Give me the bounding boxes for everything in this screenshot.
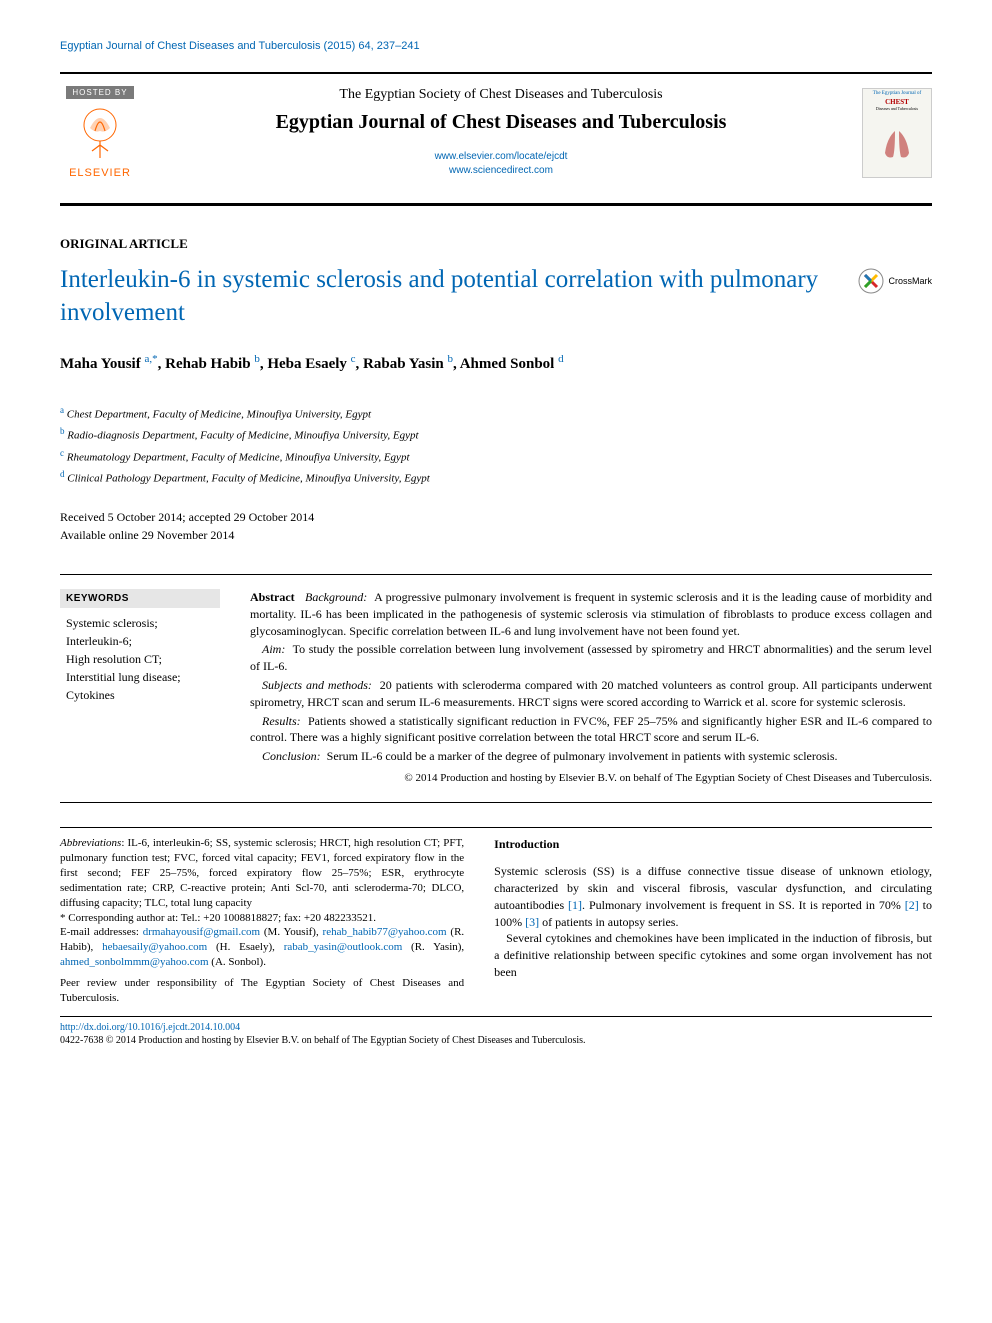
author-1: Rehab Habib xyxy=(165,356,250,372)
author-0-sup: a,* xyxy=(144,353,157,365)
affiliation-a: a Chest Department, Faculty of Medicine,… xyxy=(60,403,932,424)
affiliation-d: d Clinical Pathology Department, Faculty… xyxy=(60,467,932,488)
elsevier-name: ELSEVIER xyxy=(69,167,131,179)
hosted-by-badge: HOSTED BY xyxy=(66,86,133,99)
email-2[interactable]: hebaesaily@yahoo.com xyxy=(102,941,207,953)
author-0: Maha Yousif xyxy=(60,356,141,372)
author-4: Ahmed Sonbol xyxy=(460,356,555,372)
abstract-section: KEYWORDS Systemic sclerosis; Interleukin… xyxy=(60,574,932,803)
cover-lung-icon xyxy=(865,111,929,175)
crossmark-badge[interactable]: CrossMark xyxy=(858,268,932,294)
journal-cover-thumbnail: The Egyptian Journal of CHEST Diseases a… xyxy=(862,88,932,178)
abstract-body: Abstract Background: A progressive pulmo… xyxy=(250,589,932,788)
email-0[interactable]: drmahayousif@gmail.com xyxy=(143,926,260,938)
email-addresses: E-mail addresses: drmahayousif@gmail.com… xyxy=(60,925,464,970)
cover-title: CHEST xyxy=(865,98,929,106)
intro-para-2: Several cytokines and chemokines have be… xyxy=(494,930,932,980)
abstract-copyright: © 2014 Production and hosting by Elsevie… xyxy=(250,771,932,786)
journal-center: The Egyptian Society of Chest Diseases a… xyxy=(160,87,842,178)
email-1[interactable]: rehab_habib77@yahoo.com xyxy=(323,926,447,938)
intro-para-1: Systemic sclerosis (SS) is a diffuse con… xyxy=(494,863,932,930)
cover-header: The Egyptian Journal of xyxy=(865,91,929,96)
keywords-list: Systemic sclerosis; Interleukin-6; High … xyxy=(60,608,220,710)
conclusion-text: Serum IL-6 could be a marker of the degr… xyxy=(327,749,838,763)
author-2: Heba Esaely xyxy=(267,356,347,372)
author-2-sup: c xyxy=(351,353,356,365)
article-type: ORIGINAL ARTICLE xyxy=(60,236,932,252)
author-1-sup: b xyxy=(254,353,260,365)
doi-footer: http://dx.doi.org/10.1016/j.ejcdt.2014.1… xyxy=(60,1016,932,1047)
corresponding-author: * Corresponding author at: Tel.: +20 100… xyxy=(60,911,464,926)
authors-line: Maha Yousif a,*, Rehab Habib b, Heba Esa… xyxy=(60,353,932,373)
peer-review-note: Peer review under responsibility of The … xyxy=(60,976,464,1006)
results-text: Patients showed a statistically signific… xyxy=(250,714,932,745)
received-accepted-date: Received 5 October 2014; accepted 29 Oct… xyxy=(60,508,932,526)
introduction-header: Introduction xyxy=(494,836,932,853)
ref-3[interactable]: [3] xyxy=(525,915,539,929)
journal-name: Egyptian Journal of Chest Diseases and T… xyxy=(160,111,842,134)
doi-link[interactable]: http://dx.doi.org/10.1016/j.ejcdt.2014.1… xyxy=(60,1021,932,1034)
elsevier-tree-icon xyxy=(70,103,130,163)
society-name: The Egyptian Society of Chest Diseases a… xyxy=(160,87,842,103)
aim-label: Aim: xyxy=(262,642,285,656)
crossmark-label: CrossMark xyxy=(888,276,932,286)
affiliations: a Chest Department, Faculty of Medicine,… xyxy=(60,403,932,488)
subjects-label: Subjects and methods: xyxy=(262,678,372,692)
aim-text: To study the possible correlation betwee… xyxy=(250,642,932,673)
title-row: Interleukin-6 in systemic sclerosis and … xyxy=(60,264,932,329)
running-header: Egyptian Journal of Chest Diseases and T… xyxy=(60,40,932,52)
journal-url-2[interactable]: www.sciencedirect.com xyxy=(160,164,842,178)
author-3: Rabab Yasin xyxy=(363,356,444,372)
crossmark-icon xyxy=(858,268,884,294)
header-rule-bottom xyxy=(60,203,932,206)
elsevier-logo-block: HOSTED BY ELSEVIER xyxy=(60,86,140,179)
email-4[interactable]: ahmed_sonbolmmm@yahoo.com xyxy=(60,956,209,968)
ref-1[interactable]: [1] xyxy=(568,898,582,912)
article-dates: Received 5 October 2014; accepted 29 Oct… xyxy=(60,508,932,544)
results-label: Results: xyxy=(262,714,301,728)
author-3-sup: b xyxy=(448,353,454,365)
issn-copyright: 0422-7638 © 2014 Production and hosting … xyxy=(60,1034,932,1047)
journal-header: HOSTED BY ELSEVIER The Egyptian Society … xyxy=(60,74,932,191)
footer-right-column: Introduction Systemic sclerosis (SS) is … xyxy=(494,836,932,1005)
online-date: Available online 29 November 2014 xyxy=(60,526,932,544)
article-title: Interleukin-6 in systemic sclerosis and … xyxy=(60,264,838,329)
conclusion-label: Conclusion: xyxy=(262,749,321,763)
keywords-header: KEYWORDS xyxy=(60,589,220,608)
ref-2[interactable]: [2] xyxy=(905,898,919,912)
footer-left-column: Abbreviations: IL-6, interleukin-6; SS, … xyxy=(60,836,464,1005)
journal-url-1[interactable]: www.elsevier.com/locate/ejcdt xyxy=(160,150,842,164)
background-label: Background: xyxy=(305,590,367,604)
keywords-box: KEYWORDS Systemic sclerosis; Interleukin… xyxy=(60,589,220,788)
abstract-label: Abstract xyxy=(250,590,295,604)
author-4-sup: d xyxy=(558,353,564,365)
journal-urls: www.elsevier.com/locate/ejcdt www.scienc… xyxy=(160,150,842,178)
footer-section: Abbreviations: IL-6, interleukin-6; SS, … xyxy=(60,827,932,1005)
affiliation-c: c Rheumatology Department, Faculty of Me… xyxy=(60,446,932,467)
abbreviations: Abbreviations: IL-6, interleukin-6; SS, … xyxy=(60,836,464,910)
affiliation-b: b Radio-diagnosis Department, Faculty of… xyxy=(60,424,932,445)
email-3[interactable]: rabab_yasin@outlook.com xyxy=(284,941,403,953)
